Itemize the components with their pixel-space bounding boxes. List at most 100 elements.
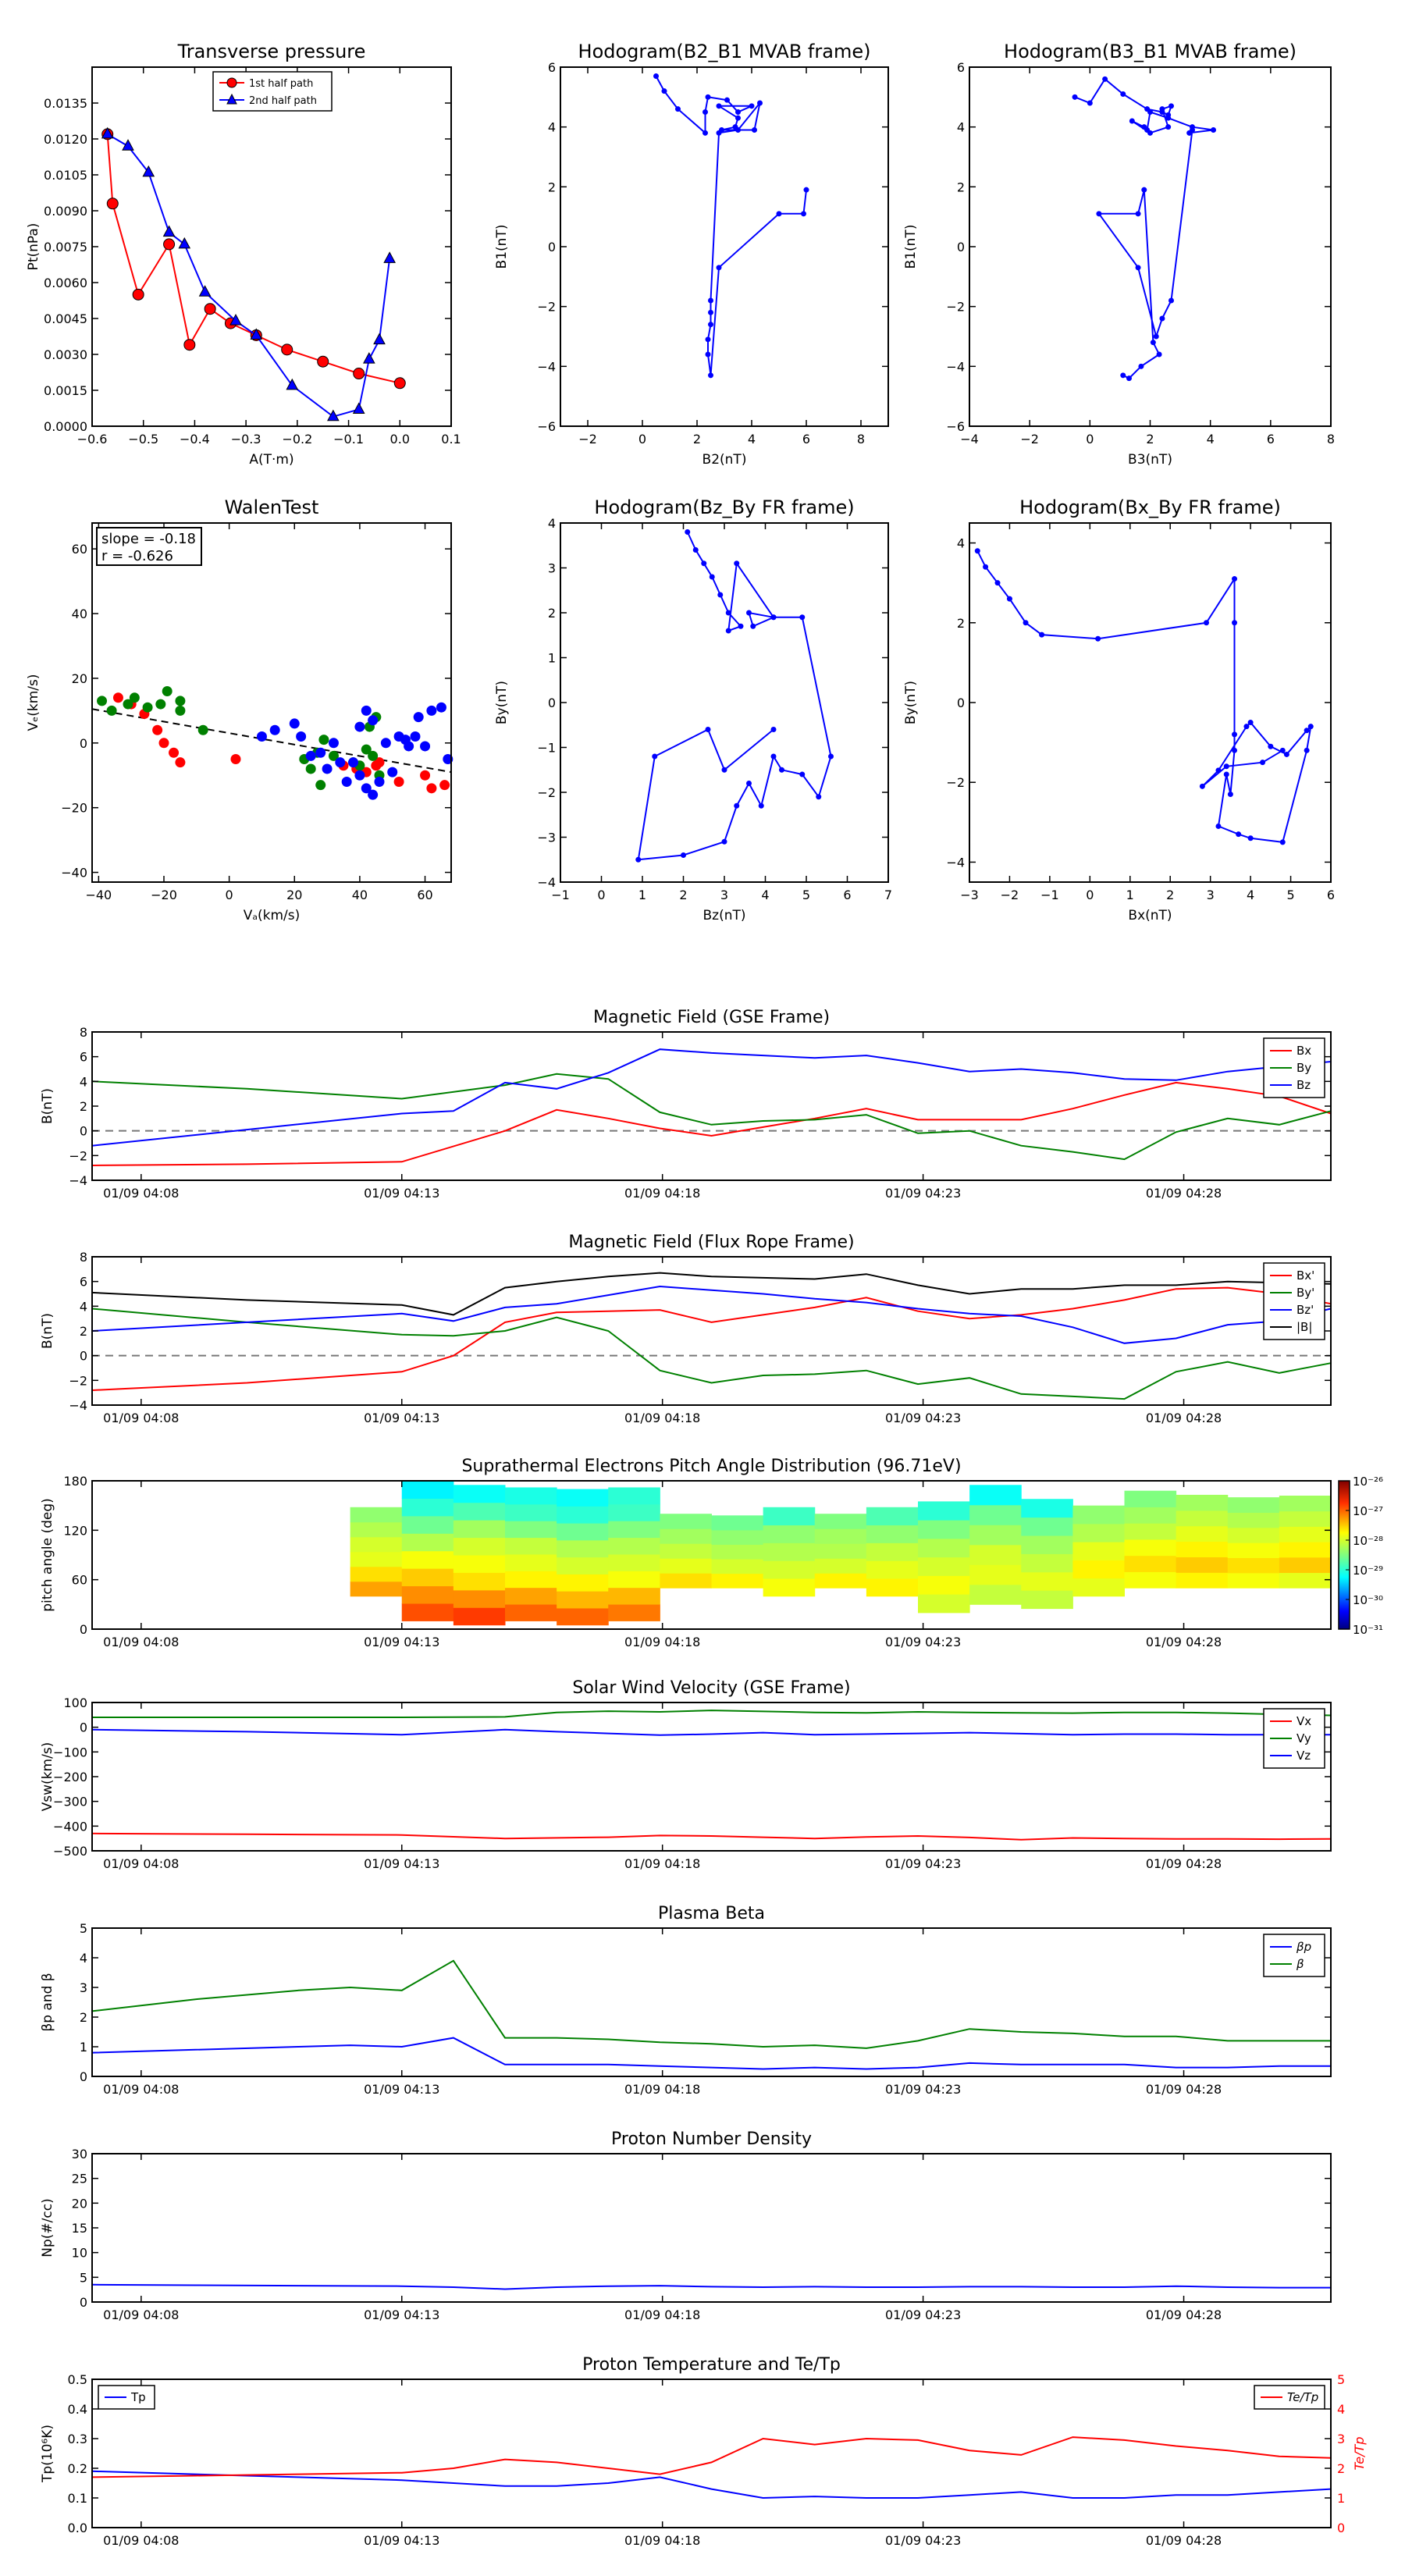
pad-heatmap-cell (866, 1542, 919, 1561)
h4-series-byvsbx-point (1283, 751, 1289, 757)
pt-series-1sthalfpath-point (317, 355, 329, 368)
mag_gse-ytick-label: 2 (80, 1099, 87, 1114)
pad-heatmap-cell (505, 1587, 557, 1605)
walen-series-blue-point (404, 741, 414, 752)
h2-ytick-label: 4 (957, 120, 965, 135)
walen-series-red-point (230, 754, 241, 765)
beta-legend-label: βp (1296, 1940, 1311, 1954)
mag_gse-ytick-label: 8 (80, 1025, 87, 1040)
np-data (91, 2283, 1331, 2290)
beta-ylabel: βp and β (40, 1973, 55, 2031)
h4-series-byvsbx-point (1304, 728, 1310, 734)
tp-ytick-right-label: 4 (1337, 2402, 1345, 2417)
pad-heatmap-cell (1279, 1510, 1332, 1527)
pt-xtick-label: −0.1 (333, 432, 364, 447)
mag_gse-legend-label: Bx (1297, 1044, 1311, 1058)
mag_fr-series-by-line (91, 1308, 1332, 1400)
h3-xtick-label: 1 (638, 888, 646, 902)
h3-series-byvsbz-point (635, 856, 642, 863)
h4-series-byvsbx-point (1223, 763, 1229, 770)
h1-xtick-label: 8 (857, 432, 865, 447)
pad-heatmap-cell (763, 1560, 816, 1579)
walen-series-green-point (361, 744, 372, 755)
h3-ytick-label: 1 (548, 651, 556, 666)
pad-panel: Suprathermal Electrons Pitch Angle Distr… (40, 1457, 1332, 1649)
vsw-xtick-label: 01/09 04:18 (624, 1856, 700, 1871)
mag_gse-xtick-label: 01/09 04:18 (624, 1186, 700, 1201)
pt-series-1sthalfpath-point (281, 343, 293, 356)
tp-ytick-right-label: 1 (1337, 2491, 1345, 2506)
h4-series-byvsbx-point (1304, 747, 1310, 753)
mag_fr-xtick-label: 01/09 04:28 (1146, 1411, 1222, 1425)
pad-heatmap-cell (350, 1521, 403, 1538)
np-xtick-label: 01/09 04:13 (364, 2307, 439, 2322)
h3-xtick-label: 2 (679, 888, 687, 902)
tp-ytick-label: 0.4 (68, 2402, 87, 2417)
tp-ytick-label: 0.5 (68, 2372, 87, 2387)
pt-legend-marker (226, 93, 237, 105)
pt-ytick-label: 0.0075 (44, 240, 87, 254)
h4-xtick-label: 2 (1166, 888, 1174, 902)
pad-heatmap-cell (1176, 1525, 1229, 1542)
h3-series-byvsbz-point (721, 767, 727, 773)
h4-panel: Hodogram(Bx_By FR frame) −3 −2 −1 0 1 2 3 4 5 6 −4 −… (903, 496, 1335, 923)
pad-heatmap-cell (1072, 1578, 1125, 1597)
h2-ytick-label: −4 (946, 359, 965, 374)
walen-series-blue-point (305, 750, 316, 761)
pad-heatmap-cell (660, 1543, 712, 1559)
h4-series-byvsbx-point (1247, 720, 1254, 726)
pad-colorbar-scale (1338, 1480, 1350, 1630)
pad-heatmap-cell (1176, 1572, 1229, 1589)
vsw-ytick-label: −200 (53, 1770, 87, 1784)
pad-ytick-label: 60 (72, 1573, 87, 1588)
walen-series-green-point (175, 705, 186, 716)
vsw-legend-label: Vx (1297, 1714, 1311, 1728)
pad-heatmap-cell (1124, 1507, 1177, 1524)
h1-series-b1vsb2-point (735, 109, 741, 115)
tp-ylabel: Tp(10⁶K) (40, 2425, 55, 2483)
h2-series-b1vsb3-point (1159, 315, 1165, 322)
walen-series-green-point (197, 724, 208, 735)
walen-xtick-label: 20 (286, 888, 302, 902)
mag_gse-xtick-label: 01/09 04:13 (364, 1186, 439, 1201)
pad-heatmap-cell (1072, 1560, 1125, 1579)
h2-series-b1vsb3-point (1165, 115, 1172, 121)
pad-heatmap-cell (401, 1603, 454, 1621)
h1-xlabel: B2(nT) (702, 452, 747, 468)
h4-xlabel: Bx(nT) (1128, 908, 1172, 923)
walen-series-red-point (374, 757, 385, 768)
h3-series-byvsbz-point (799, 614, 806, 621)
h1-series-b1vsb2-point (661, 88, 667, 94)
vsw-series-vx-line (91, 1832, 1332, 1841)
h4-series-byvsbx-point (1223, 771, 1229, 777)
mag_fr-series-bz-line (91, 1285, 1332, 1344)
h3-series-byvsbz-point (750, 623, 756, 629)
tp-ytick-right-label: 0 (1337, 2521, 1345, 2535)
vsw-ytick-label: −100 (53, 1745, 87, 1759)
h1-series-b1vsb2-point (653, 73, 659, 79)
pad-heatmap-cell (401, 1515, 454, 1534)
pad-heatmap-cell (1279, 1496, 1332, 1512)
walen-series-blue-point (361, 783, 372, 794)
h2-xtick-label: 8 (1327, 432, 1335, 447)
h3-ylabel: By(nT) (494, 681, 510, 724)
pt-xtick-label: −0.2 (282, 432, 312, 447)
h4-ytick-label: −2 (946, 775, 965, 790)
walen-series-green-point (123, 699, 133, 710)
walen-series-red-point (426, 783, 437, 794)
h1-series-b1vsb2-line (655, 76, 807, 375)
mag_fr-ytick-label: −2 (69, 1373, 87, 1388)
mag_fr-panel: Magnetic Field (Flux Rope Frame) 01/09 04… (40, 1233, 1332, 1425)
vsw-axes-frame (91, 1702, 1332, 1852)
np-ytick-label: 30 (72, 2147, 87, 2161)
beta-xtick-label: 01/09 04:08 (103, 2082, 179, 2097)
pad-heatmap-cell (1176, 1557, 1229, 1573)
pt-xtick-label: 0.0 (390, 432, 410, 447)
pad-heatmap-cell (453, 1502, 506, 1521)
h1-axes-frame (560, 66, 889, 427)
vsw-ytick-label: 100 (63, 1695, 87, 1710)
mag_fr-data (91, 1272, 1332, 1400)
mag_fr-legend-label: |B| (1297, 1320, 1312, 1334)
h4-series-byvsbx-point (1279, 839, 1286, 845)
vsw-ytick-label: −400 (53, 1819, 87, 1834)
